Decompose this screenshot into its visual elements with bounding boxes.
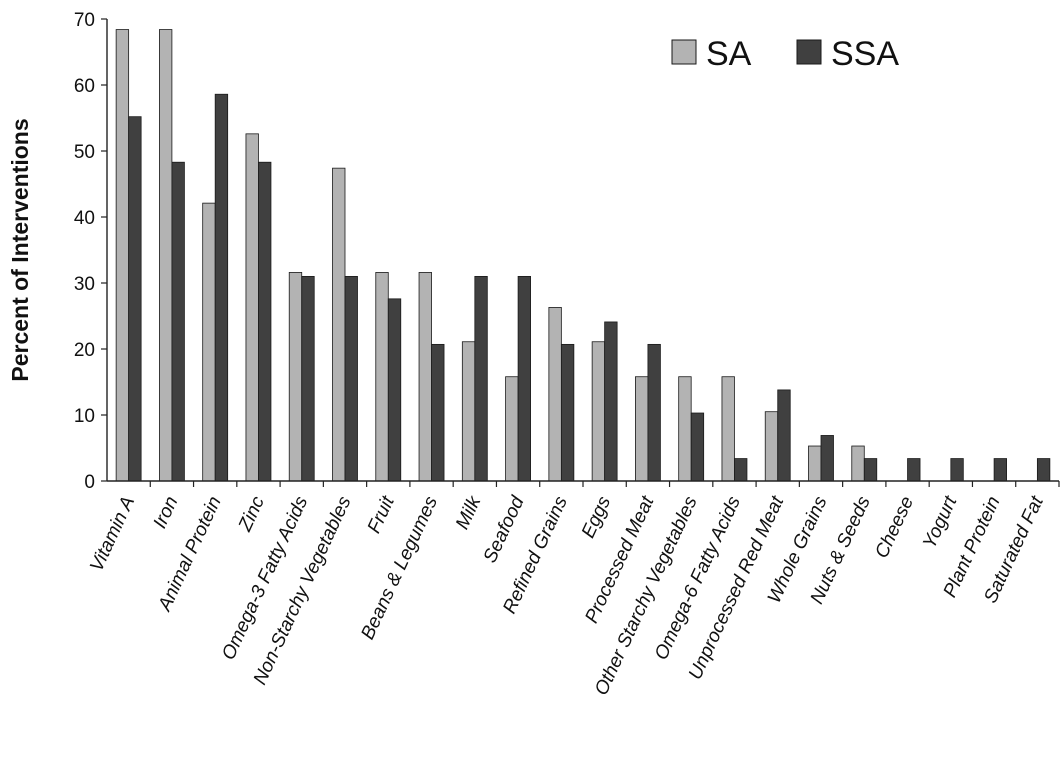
- bar-ssa-3: [258, 161, 272, 482]
- bar-sa-17: [851, 445, 865, 482]
- bar-ssa-14: [734, 458, 748, 482]
- y-tick-label: 40: [74, 208, 95, 229]
- bar-sa-16: [808, 445, 822, 482]
- bar-sa-13: [678, 376, 692, 482]
- y-tick-label: 0: [84, 472, 95, 493]
- bar-sa-10: [548, 307, 562, 482]
- bar-sa-5: [332, 167, 346, 482]
- bar-sa-12: [635, 376, 649, 482]
- x-category-label: Yogurt: [919, 493, 962, 552]
- bar-ssa-9: [517, 275, 531, 482]
- bar-ssa-18: [907, 458, 921, 482]
- bar-ssa-12: [647, 343, 661, 482]
- legend: SA SSA: [671, 35, 899, 73]
- bar-sa-6: [375, 272, 389, 482]
- bar-sa-4: [288, 272, 303, 482]
- legend-swatch-ssa: [796, 39, 822, 65]
- bar-ssa-15: [777, 389, 791, 482]
- bar-sa-0: [115, 29, 130, 482]
- bar-ssa-19: [950, 458, 964, 482]
- x-category-label: Fruit: [364, 493, 399, 537]
- y-axis-title: Percent of Interventions: [7, 118, 33, 381]
- bar-sa-9: [505, 376, 519, 482]
- bar-ssa-7: [431, 343, 445, 482]
- legend-swatch-sa: [671, 39, 697, 65]
- bar-ssa-11: [604, 321, 618, 482]
- bar-ssa-20: [993, 458, 1007, 482]
- y-tick-label: 10: [74, 406, 95, 427]
- x-category-label: Vitamin A: [86, 493, 139, 575]
- y-axis-ticks: 0 10 20 30 40 50 60 70: [74, 10, 107, 493]
- x-category-label: Eggs: [578, 493, 616, 542]
- x-category-label: Zinc: [234, 493, 269, 536]
- bar-ssa-21: [1036, 458, 1051, 482]
- y-tick-label: 70: [74, 10, 95, 31]
- bar-sa-11: [591, 341, 606, 482]
- bar-ssa-8: [474, 275, 488, 482]
- y-tick-label: 20: [74, 340, 95, 361]
- axes: [106, 19, 1060, 487]
- legend-label-sa: SA: [706, 35, 752, 73]
- bar-ssa-16: [820, 435, 834, 482]
- bar-sa-15: [764, 411, 779, 482]
- bar-ssa-1: [171, 161, 185, 482]
- legend-label-ssa: SSA: [831, 35, 899, 73]
- x-category-label: Cheese: [871, 493, 918, 561]
- y-tick-label: 50: [74, 142, 95, 163]
- bar-sa-8: [461, 341, 476, 482]
- bar-ssa-0: [128, 116, 142, 482]
- bar-sa-2: [202, 202, 216, 482]
- bar-sa-7: [418, 272, 432, 482]
- bar-ssa-5: [344, 275, 358, 482]
- x-category-label: Milk: [452, 492, 486, 533]
- bar-ssa-2: [214, 93, 229, 482]
- y-tick-label: 30: [74, 274, 95, 295]
- y-tick-label: 60: [74, 76, 95, 97]
- x-category-label: Iron: [150, 493, 183, 532]
- x-category-label: Seafood: [480, 492, 530, 566]
- bar-sa-14: [721, 376, 735, 482]
- bar-ssa-17: [863, 458, 878, 482]
- bar-ssa-10: [560, 343, 575, 482]
- bar-ssa-4: [301, 275, 315, 482]
- bar-sa-1: [159, 29, 173, 482]
- bar-ssa-13: [690, 412, 705, 482]
- bar-ssa-6: [387, 298, 402, 482]
- bars: [115, 29, 1051, 482]
- bar-sa-3: [245, 133, 259, 482]
